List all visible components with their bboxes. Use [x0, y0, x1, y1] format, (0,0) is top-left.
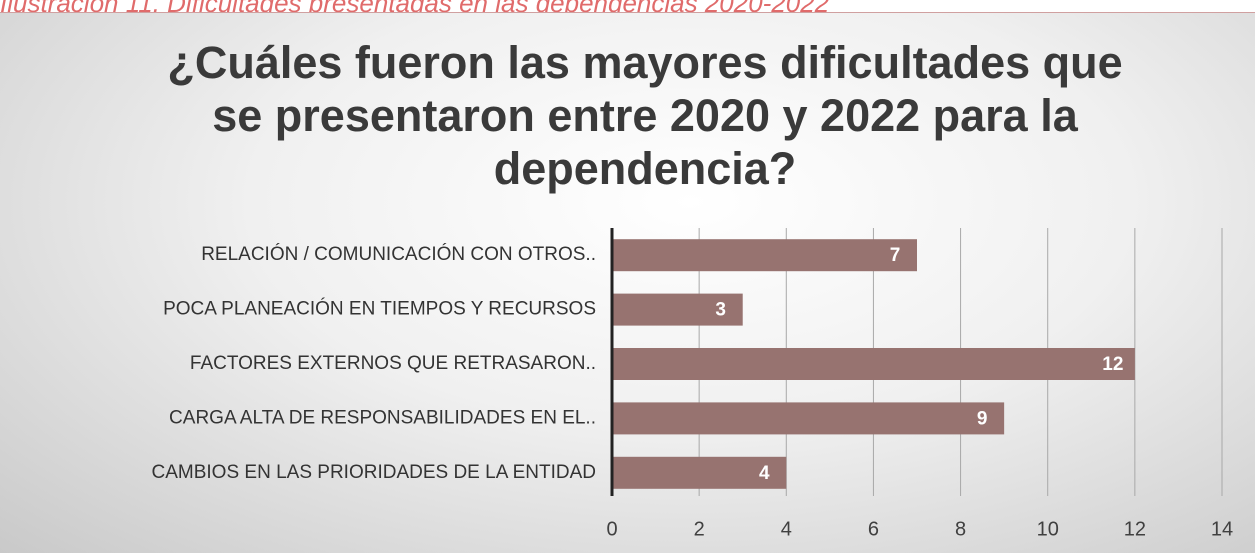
x-tick-label: 10 [1037, 518, 1059, 540]
bar [612, 402, 1005, 435]
y-tick-label: FACTORES EXTERNOS QUE RETRASARON.. [190, 353, 596, 374]
bar [612, 239, 917, 272]
value-label: 12 [1102, 354, 1123, 375]
value-label: 3 [715, 300, 726, 321]
y-tick-label: CARGA ALTA DE RESPONSABILIDADES EN EL.. [169, 407, 596, 428]
value-label: 9 [977, 408, 988, 429]
x-tick-label: 4 [781, 518, 792, 540]
value-label: 4 [759, 463, 770, 484]
bar [612, 293, 743, 326]
x-tick-label: 8 [955, 518, 966, 540]
chart-title: ¿Cuáles fueron las mayores dificultades … [167, 37, 1123, 194]
bar [612, 456, 787, 489]
x-tick-label: 2 [694, 518, 705, 540]
x-tick-label: 0 [606, 518, 617, 540]
bar [612, 348, 1135, 380]
x-tick-label: 14 [1211, 518, 1233, 540]
value-label: 7 [890, 245, 901, 266]
y-tick-label: CAMBIOS EN LAS PRIORIDADES DE LA ENTIDAD [152, 462, 597, 483]
x-tick-label: 6 [868, 518, 879, 540]
y-tick-label: RELACIÓN / COMUNICACIÓN CON OTROS.. [201, 243, 596, 265]
x-tick-label: 12 [1124, 518, 1146, 540]
y-tick-label: POCA PLANEACIÓN EN TIEMPOS Y RECURSOS [163, 298, 596, 320]
